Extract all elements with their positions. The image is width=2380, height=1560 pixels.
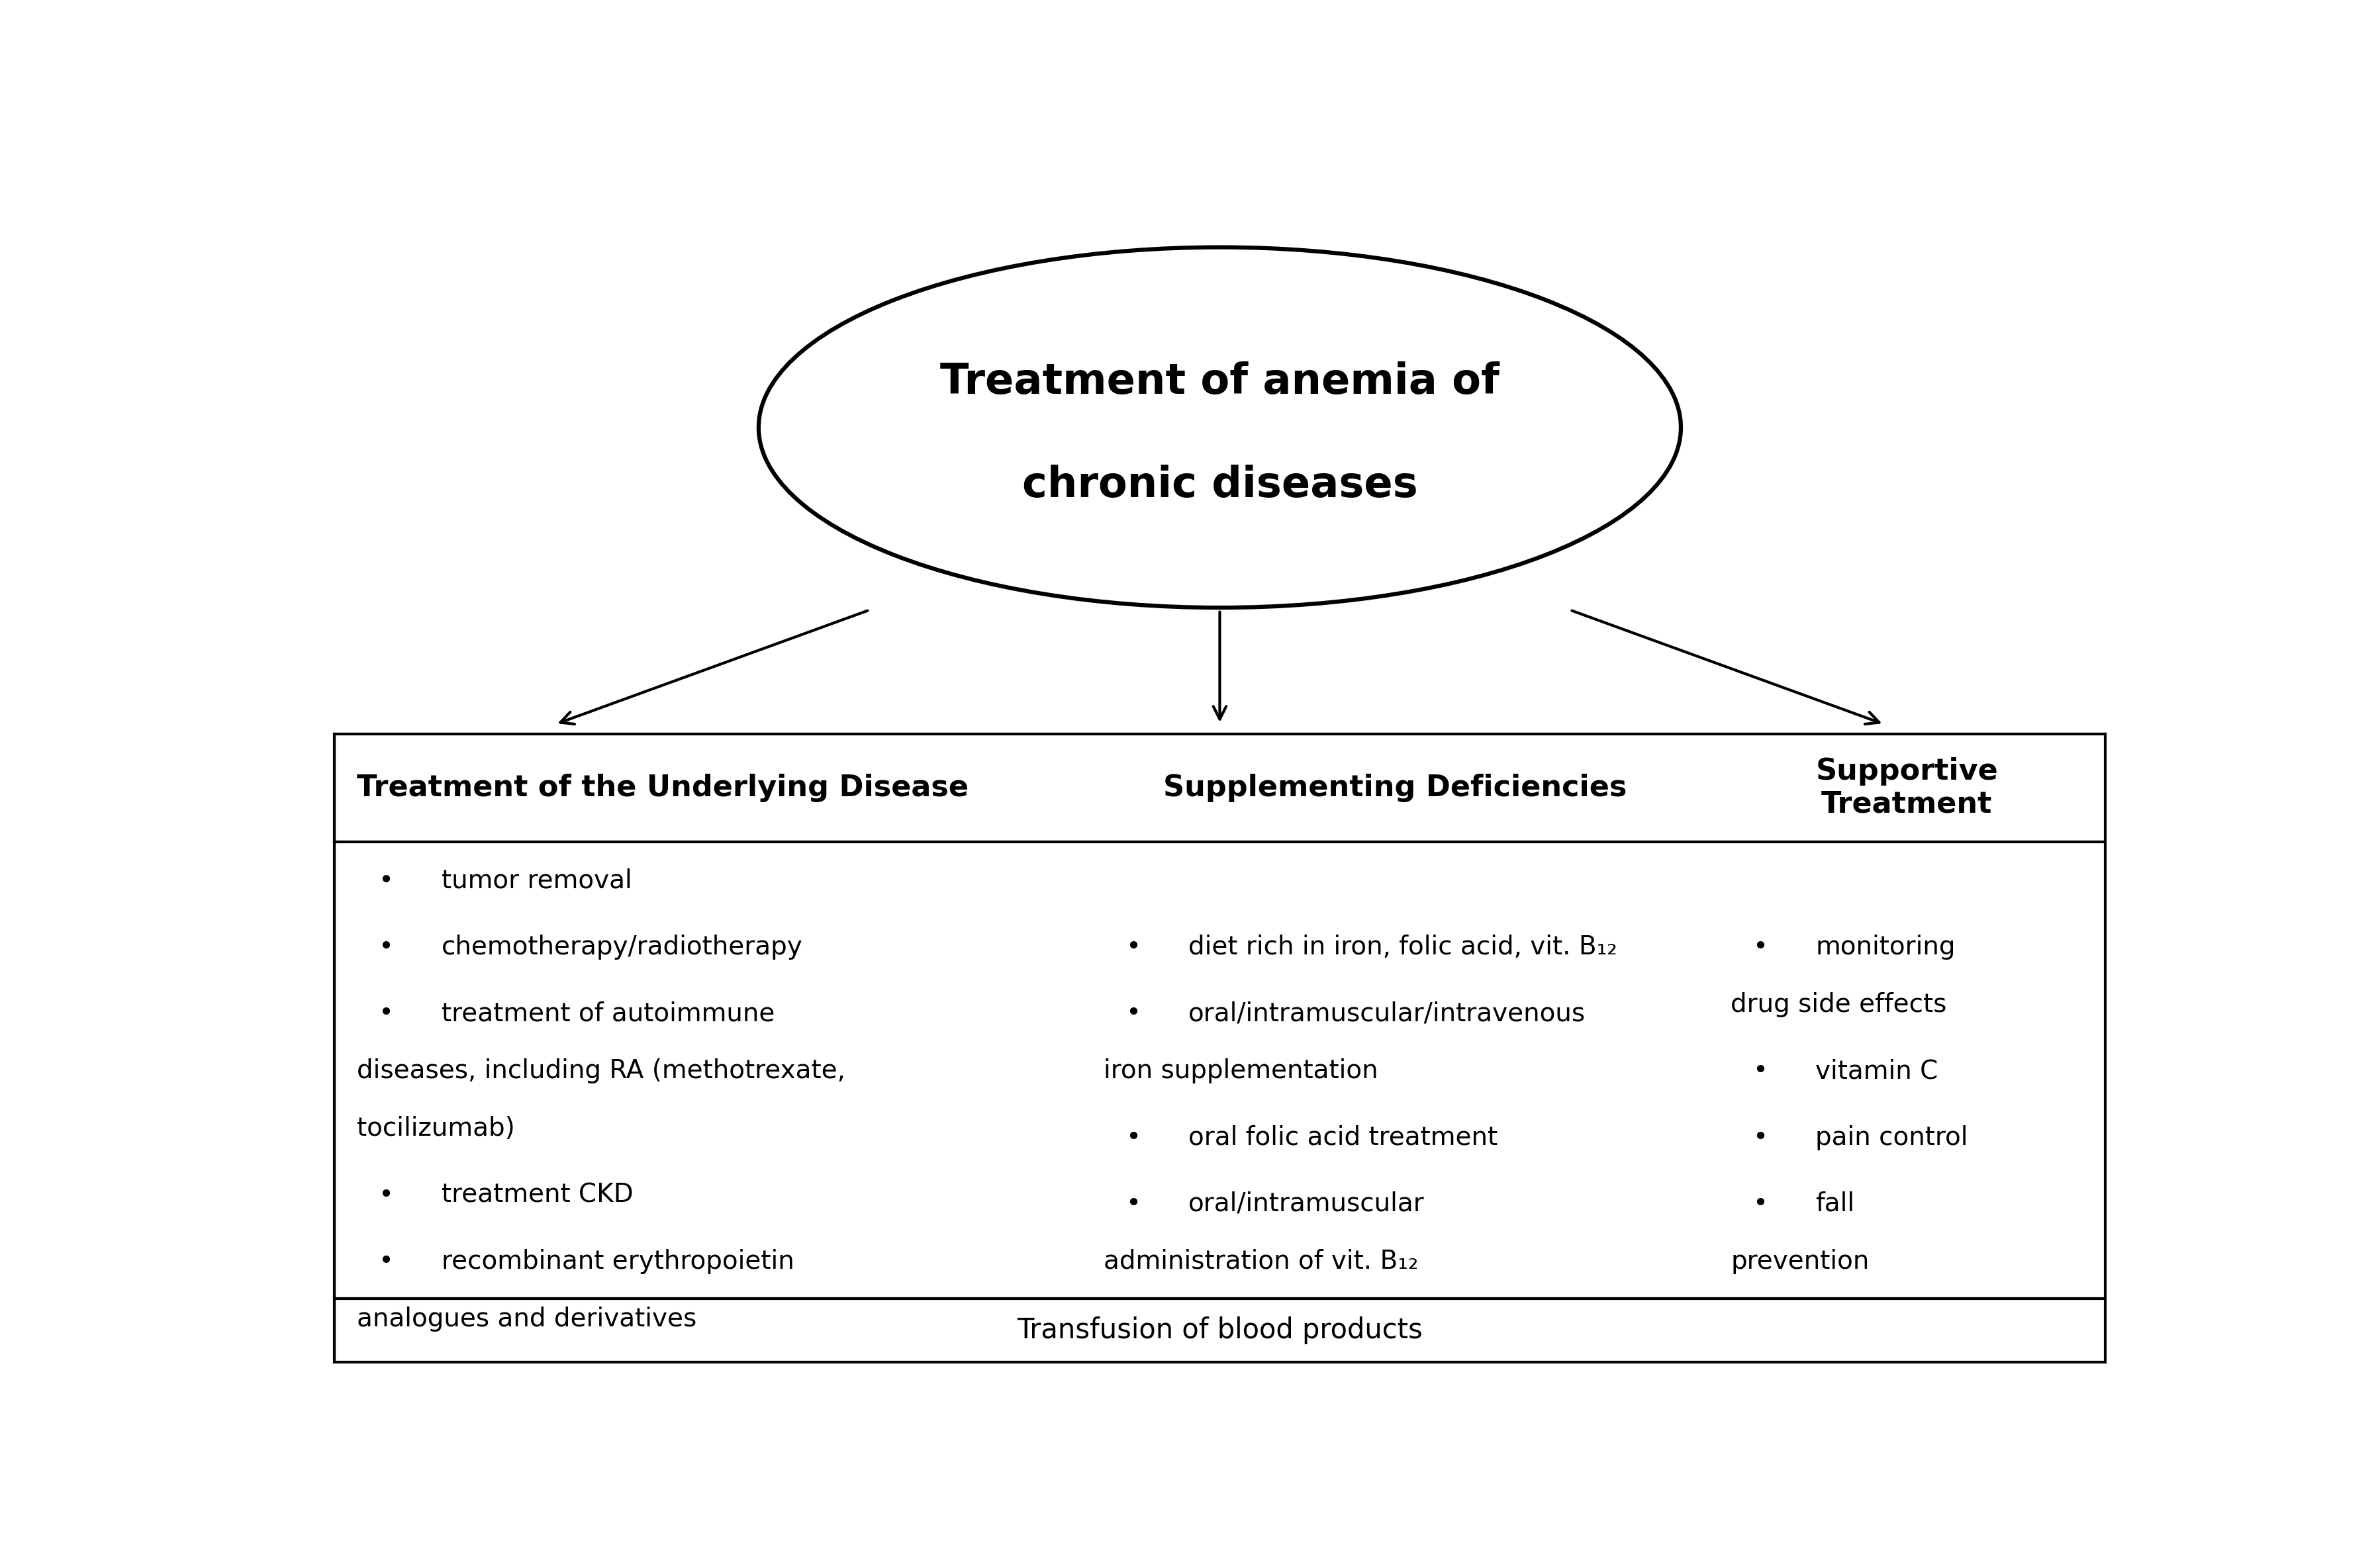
Text: •: • bbox=[1752, 1192, 1768, 1217]
Text: tumor removal: tumor removal bbox=[440, 869, 631, 894]
Text: •: • bbox=[1126, 1125, 1140, 1150]
Text: iron supplementation: iron supplementation bbox=[1104, 1059, 1378, 1084]
Text: •: • bbox=[1752, 1059, 1768, 1084]
Text: drug side effects: drug side effects bbox=[1730, 992, 1947, 1017]
Text: oral/intramuscular: oral/intramuscular bbox=[1188, 1192, 1426, 1217]
Text: fall: fall bbox=[1816, 1192, 1854, 1217]
Text: •: • bbox=[378, 1002, 393, 1026]
Text: •: • bbox=[378, 869, 393, 894]
Text: tocilizumab): tocilizumab) bbox=[357, 1117, 514, 1142]
Text: oral folic acid treatment: oral folic acid treatment bbox=[1188, 1125, 1497, 1150]
Text: diet rich in iron, folic acid, vit. B₁₂: diet rich in iron, folic acid, vit. B₁₂ bbox=[1188, 934, 1618, 959]
Text: •: • bbox=[1752, 934, 1768, 959]
Text: •: • bbox=[1126, 1002, 1140, 1026]
Text: diseases, including RA (methotrexate,: diseases, including RA (methotrexate, bbox=[357, 1059, 845, 1084]
Text: oral/intramuscular/intravenous: oral/intramuscular/intravenous bbox=[1188, 1002, 1585, 1026]
Text: treatment CKD: treatment CKD bbox=[440, 1182, 633, 1207]
Text: analogues and derivatives: analogues and derivatives bbox=[357, 1306, 697, 1332]
Text: •: • bbox=[378, 934, 393, 959]
Text: •: • bbox=[378, 1182, 393, 1207]
Text: recombinant erythropoietin: recombinant erythropoietin bbox=[440, 1250, 795, 1275]
Text: chemotherapy/radiotherapy: chemotherapy/radiotherapy bbox=[440, 934, 802, 959]
Text: vitamin C: vitamin C bbox=[1816, 1059, 1937, 1084]
Text: •: • bbox=[1126, 934, 1140, 959]
Text: •: • bbox=[1752, 1125, 1768, 1150]
Text: Treatment of the Underlying Disease: Treatment of the Underlying Disease bbox=[357, 774, 969, 802]
Text: administration of vit. B₁₂: administration of vit. B₁₂ bbox=[1104, 1250, 1418, 1275]
Text: prevention: prevention bbox=[1730, 1250, 1868, 1275]
Text: •: • bbox=[378, 1250, 393, 1275]
Text: Supportive
Treatment: Supportive Treatment bbox=[1816, 757, 1999, 819]
Text: Treatment of anemia of: Treatment of anemia of bbox=[940, 362, 1499, 402]
Text: treatment of autoimmune: treatment of autoimmune bbox=[440, 1002, 774, 1026]
Text: •: • bbox=[1126, 1192, 1140, 1217]
Text: Supplementing Deficiencies: Supplementing Deficiencies bbox=[1164, 774, 1628, 802]
Text: monitoring: monitoring bbox=[1816, 934, 1956, 959]
Text: chronic diseases: chronic diseases bbox=[1021, 465, 1418, 505]
Text: Transfusion of blood products: Transfusion of blood products bbox=[1016, 1317, 1423, 1345]
Text: pain control: pain control bbox=[1816, 1125, 1968, 1150]
